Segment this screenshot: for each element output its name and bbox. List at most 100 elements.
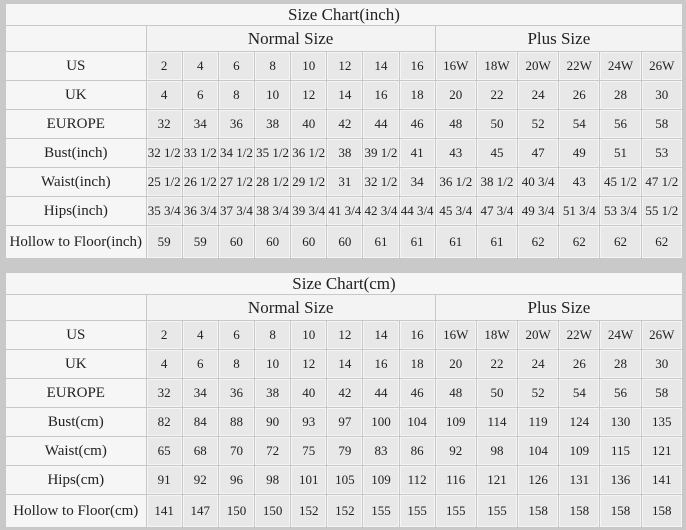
- size-cell: 147: [181, 494, 219, 528]
- row-label: Hips(inch): [5, 196, 147, 226]
- size-cell: 43: [434, 138, 477, 168]
- size-cell: 116: [434, 465, 477, 495]
- size-cell: 62: [517, 225, 560, 259]
- size-cell: 32: [145, 378, 183, 408]
- size-cell: 16W: [434, 320, 477, 350]
- table-row: Hips(cm) 91 92 96 98 101 105 109 112 116 121 126 131…: [5, 465, 684, 495]
- size-cell: 114: [475, 407, 519, 437]
- size-cell: 121: [640, 436, 684, 466]
- size-cell: 86: [398, 436, 436, 466]
- table-row: Waist(cm) 65 68 70 72 75 79 83 86 92 98 104 109 115 12…: [5, 436, 684, 466]
- size-cell: 2: [145, 320, 183, 350]
- size-cell: 135: [640, 407, 684, 437]
- size-cell: 93: [290, 407, 328, 437]
- size-cell: 4: [145, 349, 183, 379]
- size-cell: 38: [326, 138, 364, 168]
- size-cell: 141: [145, 494, 183, 528]
- size-cell: 75: [290, 436, 328, 466]
- size-cell: 52: [517, 109, 560, 139]
- size-cell: 12: [290, 349, 328, 379]
- size-cell: 25 1/2: [145, 167, 183, 197]
- size-cell: 42: [326, 378, 364, 408]
- size-cell: 52: [517, 378, 560, 408]
- size-cell: 42: [326, 109, 364, 139]
- size-cell: 28: [599, 349, 642, 379]
- size-cell: 152: [290, 494, 328, 528]
- size-cell: 8: [217, 349, 256, 379]
- plus-size-header: Plus Size: [434, 294, 684, 321]
- size-cell: 121: [475, 465, 519, 495]
- size-cell: 152: [326, 494, 364, 528]
- size-cell: 47 3/4: [475, 196, 519, 226]
- size-cell: 50: [475, 109, 519, 139]
- size-cell: 37 3/4: [217, 196, 256, 226]
- table-row: Bust(inch) 32 1/2 33 1/2 34 1/2 35 1/2 36 1/2…: [5, 138, 684, 168]
- size-cell: 40: [290, 378, 328, 408]
- size-cell: 42 3/4: [362, 196, 400, 226]
- size-cell: 61: [398, 225, 436, 259]
- size-cell: 150: [217, 494, 256, 528]
- size-cell: 2: [145, 51, 183, 81]
- size-cell: 44 3/4: [398, 196, 436, 226]
- size-cell: 35 3/4: [145, 196, 183, 226]
- size-cell: 29 1/2: [290, 167, 328, 197]
- size-cell: 6: [181, 80, 219, 110]
- size-cell: 104: [517, 436, 560, 466]
- row-label: EUROPE: [5, 378, 147, 408]
- size-cell: 36: [217, 378, 256, 408]
- size-cell: 41: [398, 138, 436, 168]
- size-cell: 104: [398, 407, 436, 437]
- size-cell: 39 3/4: [290, 196, 328, 226]
- size-cell: 55 1/2: [640, 196, 684, 226]
- size-cell: 68: [181, 436, 219, 466]
- size-cell: 32 1/2: [145, 138, 183, 168]
- size-cell: 124: [558, 407, 601, 437]
- size-cell: 8: [254, 320, 292, 350]
- size-cell: 16: [398, 51, 436, 81]
- size-cell: 4: [181, 320, 219, 350]
- table-row: Waist(inch) 25 1/2 26 1/2 27 1/2 28 1/2 29 1/…: [5, 167, 684, 197]
- size-cell: 54: [558, 109, 601, 139]
- size-cell: 49: [558, 138, 601, 168]
- column-group-row: Normal Size Plus Size: [5, 294, 684, 321]
- size-cell: 26: [558, 80, 601, 110]
- size-cell: 92: [434, 436, 477, 466]
- size-cell: 38: [253, 109, 292, 139]
- size-cell: 105: [326, 465, 364, 495]
- size-cell: 45: [475, 138, 519, 168]
- size-cell: 61: [362, 225, 400, 259]
- size-cell: 53 3/4: [599, 196, 642, 226]
- size-cell: 109: [434, 407, 477, 437]
- size-cell: 56: [599, 378, 642, 408]
- size-cell: 4: [181, 51, 219, 81]
- size-cell: 8: [217, 80, 256, 110]
- row-label: Hollow to Floor(cm): [5, 494, 147, 528]
- size-cell: 59: [181, 225, 219, 259]
- size-cell: 150: [254, 494, 292, 528]
- size-cell: 98: [475, 436, 519, 466]
- size-cell: 22: [475, 80, 519, 110]
- size-cell: 10: [290, 51, 328, 81]
- size-cell: 12: [290, 80, 328, 110]
- size-cell: 32 1/2: [362, 167, 400, 197]
- size-cell: 20W: [517, 51, 560, 81]
- size-cell: 48: [434, 109, 477, 139]
- table-row: UK 4 6 8 10 12 14 16 18 20 22 24 26 28 30: [5, 349, 684, 379]
- size-cell: 88: [217, 407, 256, 437]
- size-cell: 40: [290, 109, 328, 139]
- size-cell: 22W: [558, 51, 601, 81]
- size-cell: 46: [398, 109, 436, 139]
- size-cell: 62: [599, 225, 642, 259]
- size-cell: 155: [475, 494, 519, 528]
- table-row: US 2 4 6 8 10 12 14 16 16W 18W 20W 22W 24W 26W: [5, 51, 684, 81]
- size-cell: 28 1/2: [253, 167, 292, 197]
- size-cell: 26 1/2: [181, 167, 219, 197]
- size-cell: 34: [398, 167, 436, 197]
- size-cell: 45 3/4: [434, 196, 477, 226]
- row-label: US: [5, 320, 147, 350]
- size-cell: 26: [558, 349, 601, 379]
- size-cell: 10: [254, 349, 292, 379]
- size-cell: 12: [326, 51, 364, 81]
- title-row: Size Chart(cm): [5, 272, 683, 295]
- size-cell: 61: [434, 225, 477, 259]
